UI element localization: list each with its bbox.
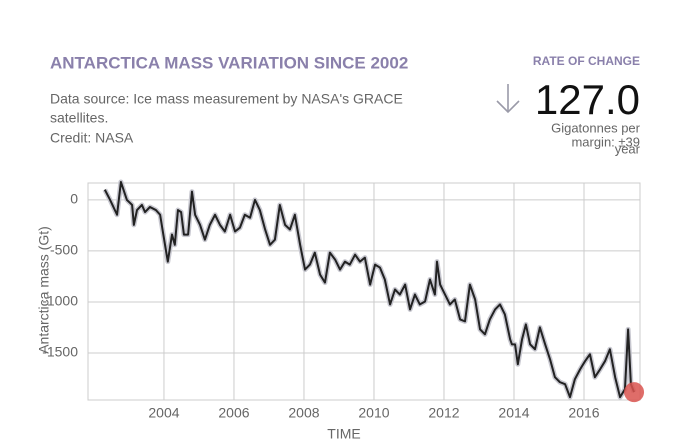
credit: Credit: NASA: [50, 130, 134, 146]
y-tick-label: 0: [70, 191, 78, 207]
x-tick-label: 2006: [218, 405, 249, 421]
y-tick-label: -1500: [42, 344, 78, 360]
y-axis-label: Antarctica mass (Gt): [36, 226, 52, 354]
line: [103, 180, 635, 399]
rate-units: year: [615, 141, 641, 156]
last-point-marker: [624, 382, 645, 403]
x-tick-label: 2004: [148, 405, 179, 421]
error-band: [102, 179, 637, 400]
x-tick-label: 2016: [568, 405, 599, 421]
x-axis-label: TIME: [327, 426, 360, 441]
rate-value: 127.0: [535, 76, 640, 123]
subtitle: satellites.: [50, 110, 108, 126]
x-tick-label: 2012: [428, 405, 459, 421]
y-tick-label: -1000: [42, 293, 78, 309]
subtitle: Data source: Ice mass measurement by NAS…: [50, 91, 403, 107]
x-tick-label: 2008: [288, 405, 319, 421]
rate-label: RATE OF CHANGE: [533, 54, 640, 68]
rate-margin: margin: ±39: [571, 134, 640, 149]
rate-units: Gigatonnes per: [551, 120, 641, 135]
y-tick-label: -500: [50, 242, 78, 258]
x-tick-label: 2010: [358, 405, 389, 421]
x-tick-label: 2014: [498, 405, 529, 421]
chart-title: ANTARCTICA MASS VARIATION SINCE 2002: [50, 53, 408, 72]
plot-frame: [87, 182, 641, 401]
down-arrow: [496, 84, 520, 114]
